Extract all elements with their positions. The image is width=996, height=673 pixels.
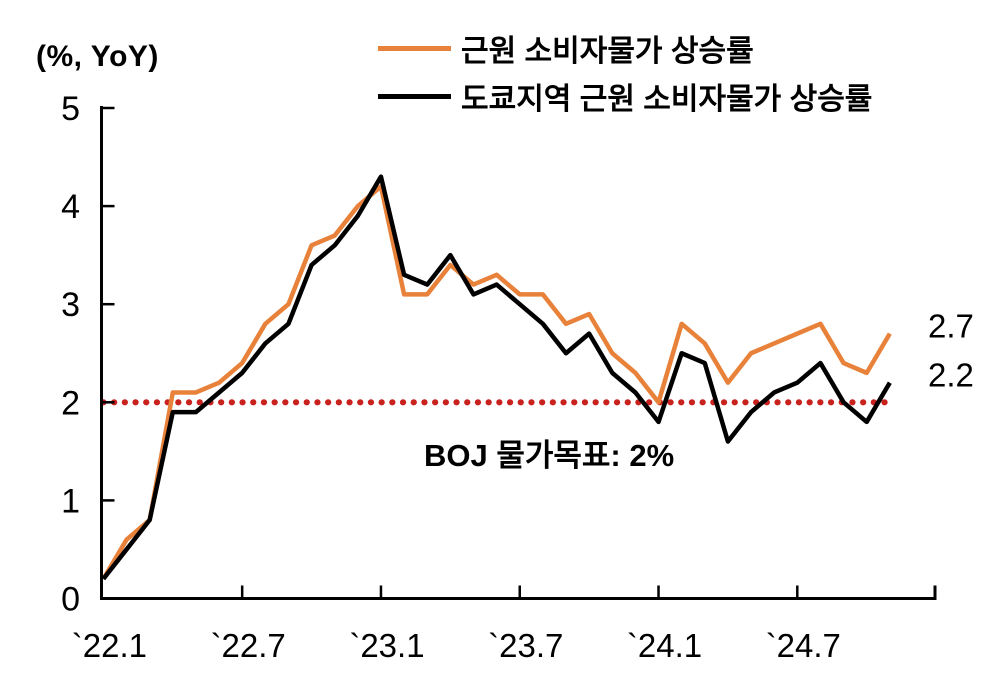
legend: 근원 소비자물가 상승률 도쿄지역 근원 소비자물가 상승률 — [378, 24, 872, 120]
legend-label-national-cpi: 근원 소비자물가 상승률 — [461, 35, 754, 68]
x-tick-label: `23.1 — [349, 627, 424, 664]
legend-label-tokyo-cpi: 도쿄지역 근원 소비자물가 상승률 — [461, 83, 873, 116]
legend-item-national-cpi: 근원 소비자물가 상승률 — [378, 24, 872, 72]
legend-item-tokyo-cpi: 도쿄지역 근원 소비자물가 상승률 — [378, 72, 872, 120]
y-tick-label: 2 — [61, 384, 80, 422]
end-value-label-tokyo: 2.2 — [928, 357, 974, 394]
x-tick-label: `24.1 — [627, 627, 702, 664]
boj-target-annotation: BOJ 물가목표: 2% — [424, 438, 675, 473]
end-value-label-national: 2.7 — [928, 308, 974, 345]
national-cpi-line-swatch — [378, 45, 451, 51]
y-tick-label: 4 — [61, 188, 80, 226]
y-tick-label: 3 — [61, 286, 80, 324]
national-cpi-line — [101, 184, 892, 581]
y-tick-label: 5 — [61, 90, 80, 128]
y-tick-label: 1 — [61, 482, 80, 520]
x-tick-label: `23.7 — [488, 627, 563, 664]
tokyo-cpi-line — [101, 174, 892, 581]
x-tick-label: `22.7 — [211, 627, 286, 664]
tokyo-cpi-line-swatch — [378, 93, 451, 99]
y-axis-unit-label: (%, YoY) — [36, 40, 159, 73]
y-tick-label: 0 — [61, 581, 80, 619]
x-tick-label: `24.7 — [766, 627, 841, 664]
x-tick-label: `22.1 — [72, 627, 147, 664]
